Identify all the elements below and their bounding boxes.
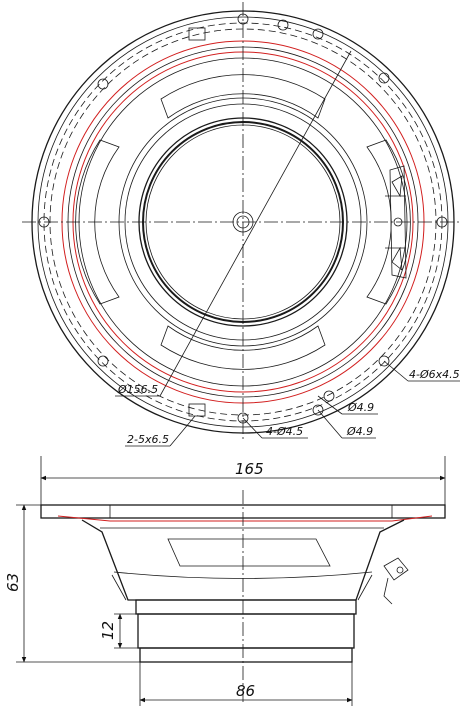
slot-top xyxy=(188,27,206,41)
terminal-block xyxy=(385,165,407,279)
mounting-hole xyxy=(97,78,109,90)
slot-leader xyxy=(169,415,196,447)
mounting-hole xyxy=(378,72,390,84)
mounting-hole xyxy=(378,355,390,367)
bolt-circle-leader xyxy=(159,50,352,397)
slots-callout: 2-5x6.5 xyxy=(127,433,169,446)
back-plate xyxy=(135,599,357,615)
screw-holes-leader xyxy=(242,417,263,439)
slots-leader xyxy=(383,360,409,382)
screw-holes-callout: 4-Ø4.5 xyxy=(266,425,303,438)
small-hole xyxy=(312,404,324,416)
mounting-hole xyxy=(97,355,109,367)
mount-slots-callout: 4-Ø6x4.5 xyxy=(409,368,460,381)
slot-bottom xyxy=(188,403,206,417)
basket-curve xyxy=(113,571,373,579)
terminal-housing xyxy=(389,165,407,279)
small-hole xyxy=(277,19,289,31)
overall-height-label: 63 xyxy=(4,573,22,592)
step-height-label: 12 xyxy=(99,621,117,640)
hole-a-callout: Ø4.9 xyxy=(347,401,374,414)
basket-window-top xyxy=(160,74,326,119)
side-terminal xyxy=(383,557,409,605)
side-terminal-hole xyxy=(396,566,404,574)
gasket-red-line xyxy=(57,515,433,522)
basket-edge xyxy=(111,574,127,601)
basket-windows xyxy=(75,74,411,370)
terminal-tab-upper xyxy=(391,175,403,198)
overall-width-label: 165 xyxy=(235,460,264,478)
basket-window-bottom xyxy=(160,325,326,370)
basket-window-left xyxy=(75,139,120,305)
hole-b-leader xyxy=(317,409,343,439)
side-terminal-lead xyxy=(383,577,393,605)
bottom-plate xyxy=(139,647,353,663)
small-hole xyxy=(323,390,335,402)
basket-window-right xyxy=(366,139,411,305)
basket-edge xyxy=(357,574,373,601)
hole-b-callout: Ø4.9 xyxy=(346,425,373,438)
bolt-circle-callout: Ø156.5 xyxy=(117,383,158,396)
magnet xyxy=(137,613,355,649)
terminal-tab-lower xyxy=(391,246,403,271)
side-terminal-body xyxy=(383,557,409,581)
basket-window xyxy=(167,538,331,567)
side-view: 165 63 12 xyxy=(4,456,446,706)
magnet-width-label: 86 xyxy=(236,682,255,700)
front-view: 4-Ø6x4.5 Ø4.9 Ø4.9 4-Ø4.5 2-5x6.5 Ø156.5 xyxy=(22,2,462,447)
small-hole xyxy=(312,28,324,40)
hole-a-leader xyxy=(317,395,343,415)
